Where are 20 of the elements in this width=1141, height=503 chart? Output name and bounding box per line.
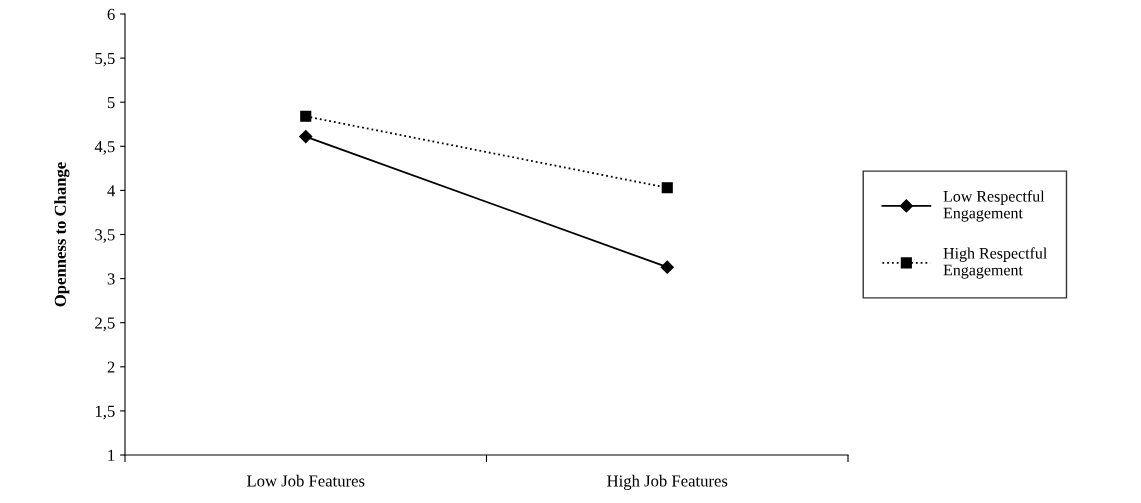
point — [300, 110, 312, 122]
point — [660, 260, 674, 274]
y-tick-label: 4,5 — [94, 141, 115, 155]
x-tick-label: High Job Features — [607, 474, 728, 491]
x-tick-label: Low Job Features — [246, 474, 365, 487]
y-tick-label: 5,5 — [95, 52, 115, 67]
legend-label: High Respectful Engagement — [943, 247, 1047, 279]
y-tick-label: 2,5 — [95, 317, 115, 332]
y-tick-label: 3 — [107, 273, 115, 285]
legend-label: Low Respectful Engagement — [943, 190, 1045, 222]
y-tick-label: 1,5 — [95, 405, 115, 420]
y-tick-label: 3,5 — [95, 229, 115, 243]
y-tick-label: 4 — [107, 185, 116, 197]
point — [299, 130, 313, 144]
y-axis-title: Openness to Change — [54, 162, 70, 307]
y-tick-label: 2 — [107, 361, 115, 373]
y-tick-label: 6 — [107, 8, 115, 20]
y-tick-label: 1 — [108, 449, 115, 461]
point — [661, 182, 673, 194]
y-tick-label: 5 — [107, 97, 115, 109]
